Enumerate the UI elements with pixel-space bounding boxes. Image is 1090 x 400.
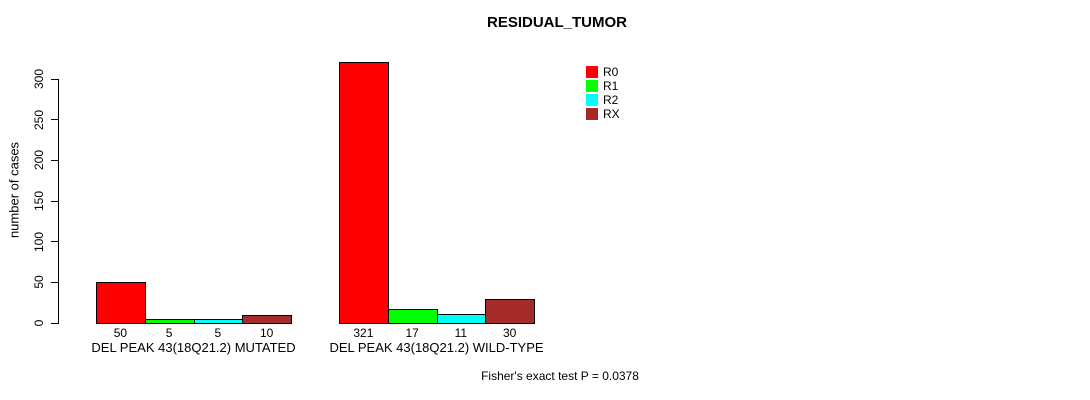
legend-label-R0: R0 [603, 65, 619, 79]
y-tick [51, 281, 58, 283]
legend-item-R0: R0 [586, 65, 620, 79]
bar-R1 [144, 318, 195, 324]
legend-swatch-R0 [586, 66, 598, 78]
y-tick [51, 159, 58, 161]
bar-value-label: 30 [502, 326, 517, 340]
legend-label-R1: R1 [603, 79, 619, 93]
legend-swatch-R2 [586, 94, 598, 106]
legend-item-R2: R2 [586, 93, 620, 107]
y-tick-label: 250 [32, 109, 46, 130]
y-tick-label: 300 [32, 68, 46, 90]
y-axis-line [58, 79, 59, 324]
y-tick [51, 322, 58, 324]
legend-swatch-RX [586, 108, 598, 120]
bar-value-label: 5 [165, 326, 173, 340]
bar-value-label: 11 [454, 326, 468, 340]
fisher-test-annotation: Fisher's exact test P = 0.0378 [481, 369, 639, 383]
legend-item-RX: RX [586, 107, 620, 121]
bar-R0 [96, 282, 146, 324]
category-label: DEL PEAK 43(18Q21.2) MUTATED [91, 340, 296, 355]
y-tick [51, 78, 58, 80]
legend-label-R2: R2 [603, 93, 619, 107]
bar-R0 [339, 61, 389, 324]
bar-RX [242, 314, 292, 324]
y-tick-label: 50 [32, 275, 46, 290]
category-label: DEL PEAK 43(18Q21.2) WILD-TYPE [329, 340, 544, 355]
bar-R2 [193, 318, 244, 324]
y-tick-label: 100 [32, 231, 46, 252]
bar-R1 [387, 309, 438, 324]
legend-swatch-R1 [586, 80, 598, 92]
bar-value-label: 10 [259, 326, 274, 340]
chart-title: RESIDUAL_TUMOR [486, 14, 628, 31]
y-tick [51, 119, 58, 121]
bar-value-label: 321 [353, 326, 374, 340]
bar-value-label: 5 [214, 326, 222, 340]
bar-R2 [436, 314, 487, 324]
y-tick [51, 200, 58, 202]
y-tick-label: 0 [32, 319, 46, 327]
bar-RX [485, 298, 535, 324]
legend: R0 R1 R2 RX [586, 65, 620, 121]
y-tick-label: 200 [32, 150, 46, 171]
bar-value-label: 17 [405, 326, 419, 340]
bar-value-label: 50 [113, 326, 128, 340]
y-tick [51, 241, 58, 243]
y-axis-label: number of cases [6, 141, 22, 239]
legend-item-R1: R1 [586, 79, 620, 93]
y-tick-label: 150 [32, 190, 46, 212]
legend-label-RX: RX [603, 107, 620, 121]
